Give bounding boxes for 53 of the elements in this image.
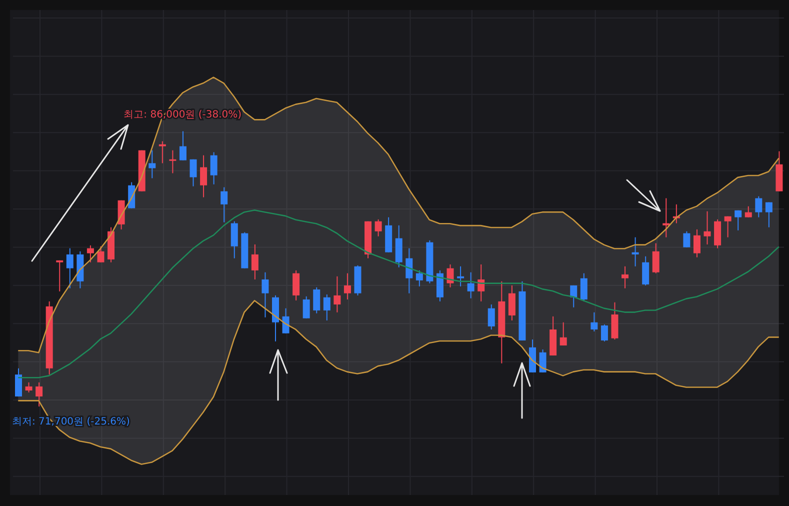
candlestick: [302, 296, 310, 319]
candlestick: [488, 304, 495, 330]
candlestick: [642, 256, 650, 286]
candlestick: [66, 248, 74, 289]
candlestick: [158, 140, 166, 164]
candlestick: [25, 382, 32, 393]
candlestick: [539, 349, 546, 373]
candlestick: [724, 216, 732, 238]
candlestick: [148, 150, 156, 179]
candlestick: [590, 312, 598, 332]
candlestick: [580, 272, 588, 302]
candlestick: [230, 220, 238, 259]
candlestick: [416, 270, 423, 287]
candlestick: [611, 302, 618, 340]
candlestick: [210, 152, 218, 185]
candlestick: [652, 242, 660, 274]
candlestick: [406, 248, 413, 294]
candlestick: [169, 150, 176, 174]
candlestick: [97, 246, 104, 263]
candlestick: [683, 230, 690, 248]
candlestick: [560, 322, 567, 346]
candlestick: [600, 324, 608, 342]
candlestick: [704, 210, 711, 245]
candlestick: [36, 382, 43, 407]
candlestick: [282, 308, 290, 334]
candlestick: [632, 236, 639, 267]
candlestick: [323, 294, 330, 321]
candlestick: [457, 266, 464, 287]
candlestick: [292, 270, 300, 301]
candlestick: [251, 244, 258, 280]
candlestick: [765, 202, 772, 228]
candlestick: [220, 186, 228, 223]
candlestick: [446, 264, 454, 288]
candlestick: [313, 286, 320, 314]
candlestick: [662, 198, 670, 238]
candlestick: [622, 266, 629, 289]
candlestick: [693, 228, 700, 258]
candlestick: [334, 276, 341, 313]
candlestick: [86, 244, 94, 263]
candlestick: [344, 272, 351, 300]
candlestick: [200, 154, 208, 198]
candlestick: [15, 368, 22, 397]
candlestick: [374, 218, 382, 237]
candlestick: [56, 260, 64, 292]
candlestick: [190, 158, 197, 187]
candlestick: [755, 196, 762, 218]
candlestick: [734, 210, 742, 231]
candlestick: [744, 206, 752, 218]
candlestick: [467, 272, 474, 299]
candlestick: [262, 272, 269, 318]
candlestick: [508, 284, 516, 321]
candlestick: [570, 284, 578, 308]
candlestick: [179, 130, 186, 161]
